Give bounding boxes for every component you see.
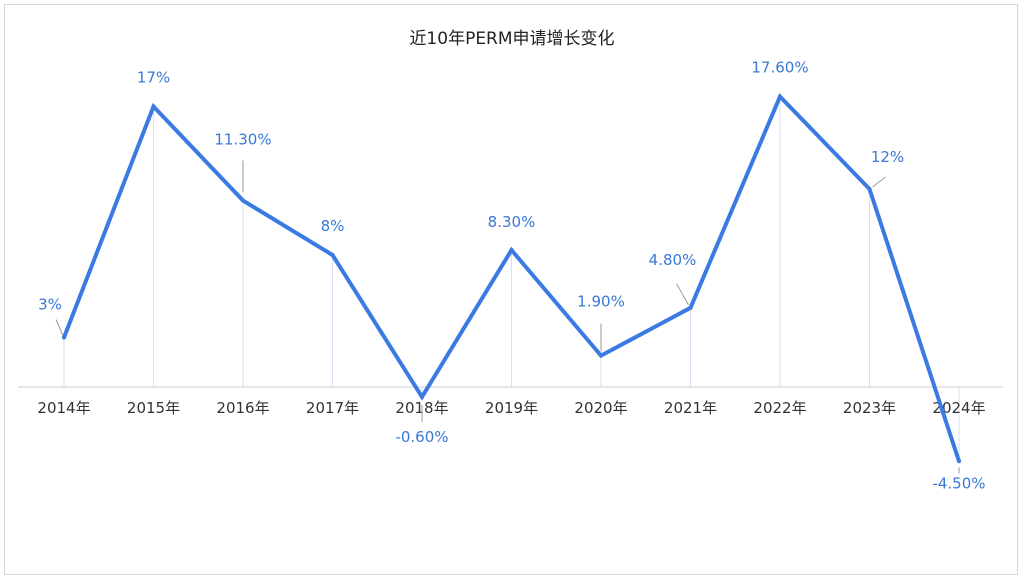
label-leader-line [55,319,64,336]
label-leader-line [676,283,689,306]
x-tick-label: 2022年 [753,399,806,417]
data-point [599,353,603,358]
data-label: 8% [321,217,345,235]
data-label: 17% [137,69,170,87]
data-label: 8.30% [488,213,536,231]
chart-title: 近10年PERM申请增长变化 [409,29,615,49]
data-point [151,104,156,109]
data-point [867,187,872,191]
data-point [688,305,693,310]
data-label: 3% [38,296,62,314]
data-label: 4.80% [649,251,697,269]
x-tick-label: 2023年 [843,399,896,417]
x-tick-label: 2024年 [932,399,985,417]
data-label: -0.60% [395,428,448,446]
x-tick-label: 2016年 [216,399,269,417]
data-label: -4.50% [932,474,985,492]
x-tick-label: 2021年 [664,399,717,417]
x-tick-label: 2019年 [485,399,538,417]
x-tick-label: 2015年 [127,399,180,417]
x-tick-label: 2017年 [306,399,359,417]
data-point [241,198,245,203]
data-point [509,248,514,253]
data-label: 17.60% [751,59,808,77]
x-tick-label: 2014年 [37,399,90,417]
data-label: 12% [871,148,904,166]
data-label: 11.30% [214,131,271,149]
label-leader-line [872,176,886,188]
data-point [420,394,424,399]
data-point [62,335,66,340]
data-point [778,94,782,99]
data-point [330,253,335,257]
data-label: 1.90% [577,293,625,311]
data-point [957,459,961,464]
x-tick-label: 2020年 [574,399,627,417]
